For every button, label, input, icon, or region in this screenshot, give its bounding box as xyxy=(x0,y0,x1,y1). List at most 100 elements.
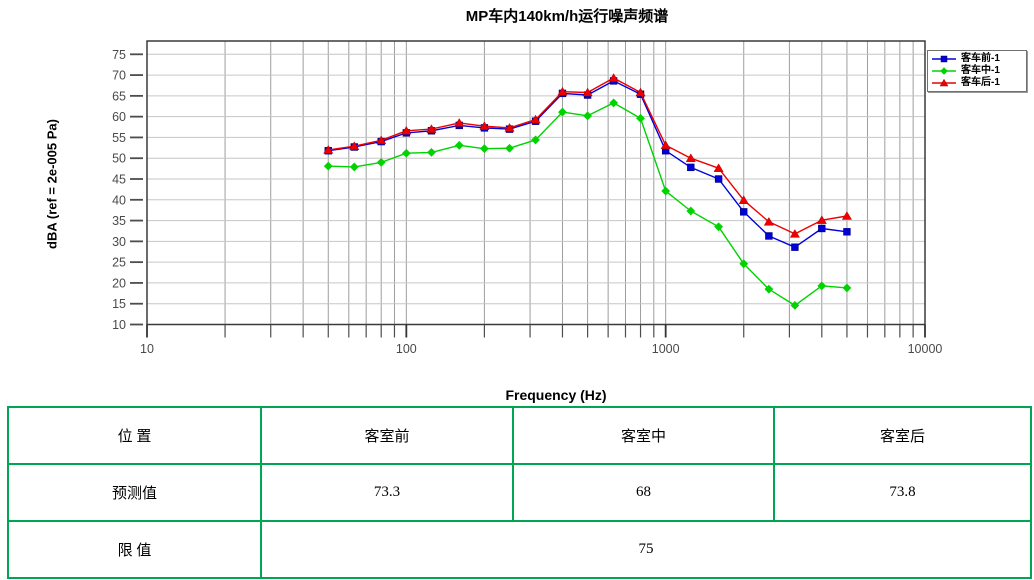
y-tick-label: 55 xyxy=(112,131,126,145)
legend-label: 客车前-1 xyxy=(961,53,1000,64)
limit-value: 75 xyxy=(260,520,1032,579)
table-header-cabin-front: 客室前 xyxy=(260,406,514,465)
y-tick-label: 65 xyxy=(112,89,126,103)
table-row-limit: 限 值 75 xyxy=(7,520,1032,579)
legend-item: 客车后-1 xyxy=(931,77,1023,89)
data-point-diamond xyxy=(558,107,567,117)
chart-legend: 客车前-1 客车中-1 客车后-1 xyxy=(927,50,1027,92)
data-point-diamond xyxy=(817,281,827,291)
data-point-triangle xyxy=(939,78,949,87)
data-point-triangle xyxy=(738,195,749,204)
x-axis-label: Frequency (Hz) xyxy=(505,387,607,403)
data-point-triangle xyxy=(426,124,437,133)
series-2 xyxy=(323,73,852,238)
y-tick-label: 15 xyxy=(112,297,126,311)
x-tick-label: 10000 xyxy=(908,342,943,356)
data-point-triangle xyxy=(530,114,541,124)
data-point-diamond xyxy=(427,148,436,157)
data-point-diamond xyxy=(480,144,489,154)
gridlines xyxy=(147,41,925,325)
data-point-diamond xyxy=(686,206,696,216)
data-point-square xyxy=(818,224,826,233)
data-point-triangle xyxy=(454,118,465,127)
chart-title: MP车内140km/h运行噪声频谱 xyxy=(465,8,669,25)
data-point-square xyxy=(714,175,723,183)
data-point-triangle xyxy=(635,87,646,97)
data-point-diamond xyxy=(661,186,671,196)
legend-item: 客车中-1 xyxy=(931,65,1023,77)
data-point-triangle xyxy=(582,87,593,97)
data-point-diamond xyxy=(583,111,592,121)
y-tick-label: 35 xyxy=(112,214,126,228)
predicted-value-front: 73.3 xyxy=(260,463,514,522)
data-point-triangle xyxy=(401,125,412,135)
data-point-diamond xyxy=(636,113,645,123)
predicted-value-middle: 68 xyxy=(512,463,775,522)
data-point-diamond xyxy=(739,259,749,269)
legend-square-icon xyxy=(932,55,956,63)
data-point-triangle xyxy=(789,229,800,238)
predicted-value-rear: 73.8 xyxy=(773,463,1032,522)
y-tick-label: 70 xyxy=(112,69,126,83)
table-label-limit: 限 值 xyxy=(7,520,262,579)
data-point-triangle xyxy=(479,121,490,130)
data-point-triangle xyxy=(660,140,671,150)
y-tick-label: 25 xyxy=(112,256,126,270)
data-point-diamond xyxy=(714,222,724,232)
data-point-diamond xyxy=(609,98,619,108)
data-point-diamond xyxy=(842,283,852,293)
noise-spectrum-chart: 10 15 20 25 30 35 40 45 50 55 60 65 70 75 10 100 1000 100… xyxy=(112,40,943,356)
table-row-position: 位 置 客室前 客室中 客室后 xyxy=(7,406,1032,465)
series-1 xyxy=(323,98,852,310)
x-tick-label: 100 xyxy=(396,342,417,356)
data-point-diamond xyxy=(531,135,540,145)
table-header-cabin-rear: 客室后 xyxy=(773,406,1032,465)
data-point-square xyxy=(765,232,773,240)
y-tick-label: 75 xyxy=(112,48,126,62)
data-point-square xyxy=(940,55,948,63)
plot-frame xyxy=(146,40,926,326)
x-axis-ticks: 10 100 1000 10000 xyxy=(140,324,943,356)
data-point-triangle xyxy=(608,73,619,82)
data-point-square xyxy=(687,163,695,172)
data-point-square xyxy=(791,243,799,251)
table-label-predicted: 预测值 xyxy=(7,463,262,522)
table-row-predicted: 预测值 73.3 68 73.8 xyxy=(7,463,1032,522)
table-header-position: 位 置 xyxy=(7,406,262,465)
data-point-diamond xyxy=(454,140,464,150)
legend-label: 客车中-1 xyxy=(961,65,1000,76)
y-tick-label: 20 xyxy=(112,276,126,290)
data-point-triangle xyxy=(685,153,696,162)
data-point-square xyxy=(843,228,851,236)
data-point-triangle xyxy=(323,145,334,154)
data-point-triangle xyxy=(349,141,360,150)
table-header-cabin-middle: 客室中 xyxy=(512,406,775,465)
y-tick-label: 60 xyxy=(112,110,126,124)
y-tick-label: 45 xyxy=(112,173,126,187)
y-tick-label: 30 xyxy=(112,235,126,249)
data-point-square xyxy=(740,208,748,216)
y-tick-label: 10 xyxy=(112,318,126,332)
data-point-diamond xyxy=(505,143,514,153)
data-point-triangle xyxy=(557,86,568,96)
x-tick-label: 10 xyxy=(140,342,154,356)
data-point-diamond xyxy=(349,162,359,172)
y-tick-label: 50 xyxy=(112,152,126,166)
data-point-triangle xyxy=(763,217,774,226)
results-table: 位 置 客室前 客室中 客室后 预测值 73.3 68 73.8 限 值 75 xyxy=(7,406,1032,579)
legend-item: 客车前-1 xyxy=(931,53,1023,65)
data-point-triangle xyxy=(816,215,827,224)
y-axis-ticks: 10 15 20 25 30 35 40 45 50 55 60 65 70 75 xyxy=(112,48,143,332)
data-point-diamond xyxy=(376,157,386,167)
data-point-triangle xyxy=(376,135,387,145)
data-point-diamond xyxy=(790,300,800,310)
x-tick-label: 1000 xyxy=(652,342,680,356)
data-point-diamond xyxy=(401,148,411,158)
data-point-diamond xyxy=(764,284,774,294)
data-point-triangle xyxy=(504,123,515,132)
y-tick-label: 40 xyxy=(112,193,126,207)
legend-triangle-icon xyxy=(932,78,956,87)
legend-label: 客车后-1 xyxy=(961,77,1000,88)
data-point-triangle xyxy=(841,211,852,220)
